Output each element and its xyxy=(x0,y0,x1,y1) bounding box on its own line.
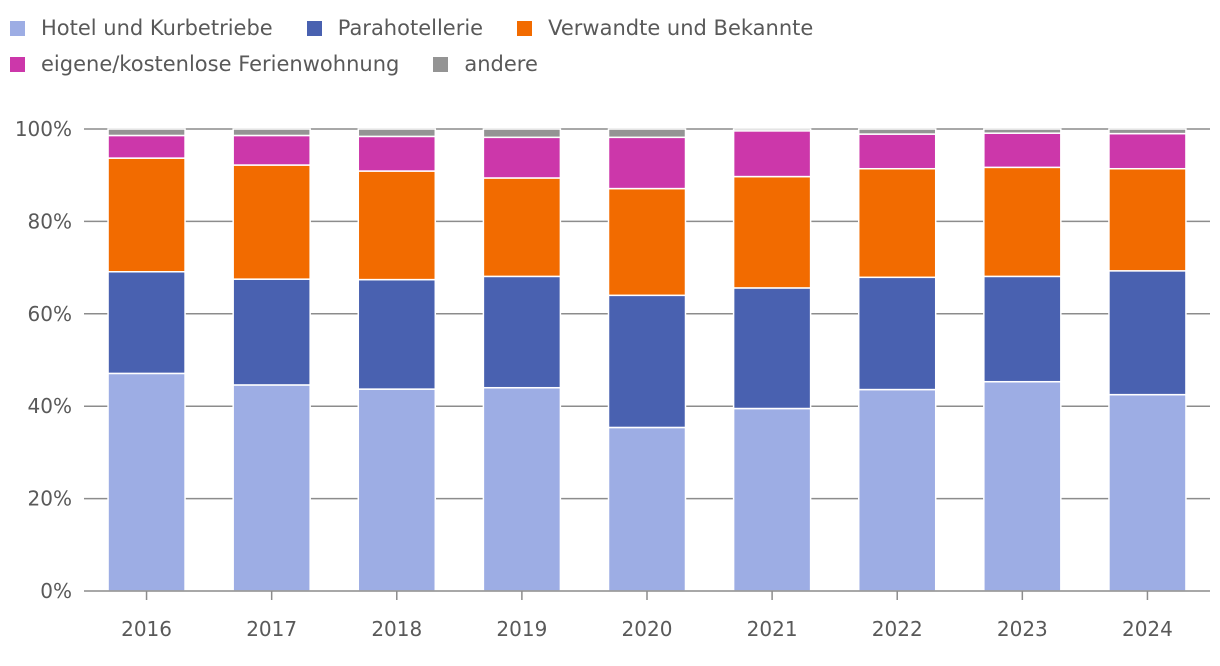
x-tick-label-2023: 2023 xyxy=(997,617,1048,641)
bar-segment-2018-0 xyxy=(357,388,437,592)
bar-segment-2021-4 xyxy=(732,128,812,132)
bar-segment-2017-0 xyxy=(232,384,311,592)
bar-segment-2018-1 xyxy=(357,278,437,390)
legend-item-hotel: Hotel und Kurbetriebe xyxy=(10,16,273,40)
bar-segment-2021-3 xyxy=(732,130,812,178)
bar-segment-2022-1 xyxy=(857,276,937,391)
legend-item-ferienwohnung: eigene/kostenlose Ferienwohnung xyxy=(10,52,399,76)
bar-segment-2020-0 xyxy=(607,426,687,592)
x-tick-label-2019: 2019 xyxy=(496,617,547,641)
legend-row-1: Hotel und Kurbetriebe Parahotellerie Ver… xyxy=(10,10,1210,46)
bar-segment-2023-4 xyxy=(983,128,1062,134)
legend-label-andere: andere xyxy=(464,52,538,76)
bar-segment-2016-4 xyxy=(107,128,186,137)
x-tick-label-2022: 2022 xyxy=(872,617,923,641)
bar-segment-2023-0 xyxy=(983,380,1062,592)
bar-segment-2018-3 xyxy=(357,135,437,172)
y-tick-label: 20% xyxy=(28,487,72,511)
x-tick-label-2016: 2016 xyxy=(121,617,172,641)
bar-segment-2019-4 xyxy=(482,128,562,139)
bar-segment-2020-4 xyxy=(607,128,687,139)
bar-segment-2022-0 xyxy=(857,388,937,592)
bar-segment-2018-2 xyxy=(357,170,437,281)
bar-segment-2023-1 xyxy=(983,275,1062,383)
bar-segment-2016-2 xyxy=(107,157,186,273)
y-tick-label: 80% xyxy=(28,209,72,233)
bar-segment-2021-2 xyxy=(732,175,812,289)
bar-segment-2021-0 xyxy=(732,407,812,592)
bar-segment-2024-3 xyxy=(1108,132,1187,170)
legend-swatch-hotel xyxy=(10,20,25,36)
legend-label-hotel: Hotel und Kurbetriebe xyxy=(41,16,273,40)
bar-segment-2018-4 xyxy=(357,128,437,138)
y-tick-label: 40% xyxy=(28,394,72,418)
legend-label-verwandte: Verwandte und Bekannte xyxy=(548,16,814,40)
bar-segment-2022-3 xyxy=(857,133,937,170)
legend: Hotel und Kurbetriebe Parahotellerie Ver… xyxy=(10,10,1210,82)
bars xyxy=(107,128,1187,592)
legend-swatch-parahotellerie xyxy=(306,20,322,36)
bar-segment-2024-4 xyxy=(1108,128,1187,135)
legend-item-verwandte: Verwandte und Bekannte xyxy=(517,16,813,40)
bar-segment-2024-2 xyxy=(1108,167,1187,272)
bar-segment-2020-2 xyxy=(607,187,687,297)
legend-swatch-ferienwohnung xyxy=(10,56,25,72)
x-tick-label-2021: 2021 xyxy=(747,617,798,641)
bar-segment-2022-2 xyxy=(857,167,937,279)
legend-label-parahotellerie: Parahotellerie xyxy=(337,16,484,40)
bar-segment-2017-2 xyxy=(232,164,311,280)
y-tick-label: 0% xyxy=(40,579,72,603)
bar-segment-2016-0 xyxy=(107,372,186,592)
bar-segment-2017-3 xyxy=(232,134,311,166)
bar-segment-2024-0 xyxy=(1108,393,1187,592)
x-tick-label-2017: 2017 xyxy=(246,617,297,641)
bar-segment-2017-1 xyxy=(232,278,311,386)
legend-swatch-verwandte xyxy=(517,20,533,36)
legend-item-parahotellerie: Parahotellerie xyxy=(306,16,484,40)
bar-segment-2022-4 xyxy=(857,128,937,135)
bar-segment-2021-1 xyxy=(732,287,812,410)
y-tick-label: 60% xyxy=(28,302,72,326)
bar-segment-2020-1 xyxy=(607,294,687,429)
bar-segment-2019-3 xyxy=(482,136,562,179)
bar-segment-2024-1 xyxy=(1108,270,1187,396)
bar-segment-2017-4 xyxy=(232,128,311,137)
y-tick-label: 100% xyxy=(15,117,72,141)
bar-segment-2019-1 xyxy=(482,275,562,389)
bar-segment-2020-3 xyxy=(607,136,687,190)
x-tick-label-2024: 2024 xyxy=(1122,617,1173,641)
legend-label-ferienwohnung: eigene/kostenlose Ferienwohnung xyxy=(41,52,400,76)
bar-segment-2019-2 xyxy=(482,177,562,278)
x-tick-label-2018: 2018 xyxy=(371,617,422,641)
legend-row-2: eigene/kostenlose Ferienwohnung andere xyxy=(10,46,1210,82)
legend-item-andere: andere xyxy=(433,52,538,76)
axes: 0% 20% 40% 60% 80% 100% 2016 2017 2018 2019 2020 20… xyxy=(15,117,1210,641)
bar-segment-2019-0 xyxy=(482,386,562,592)
x-tick-label-2020: 2020 xyxy=(622,617,673,641)
bar-segment-2016-1 xyxy=(107,271,186,375)
bar-segment-2023-2 xyxy=(983,166,1062,278)
bar-segment-2023-3 xyxy=(983,132,1062,169)
legend-swatch-andere xyxy=(433,56,449,72)
bar-segment-2016-3 xyxy=(107,134,186,159)
